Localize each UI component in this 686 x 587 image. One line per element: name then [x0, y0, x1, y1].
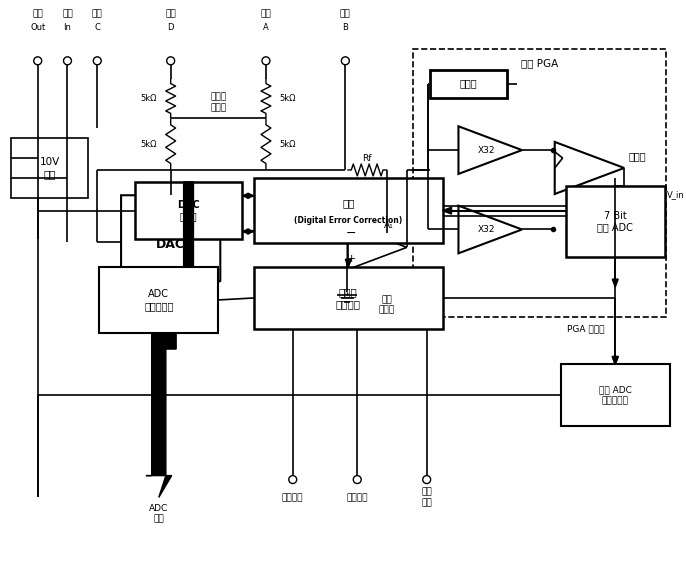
Text: A₁: A₁	[384, 221, 394, 230]
Text: 5kΩ: 5kΩ	[280, 94, 296, 103]
Text: 高速 PGA: 高速 PGA	[521, 58, 558, 68]
Polygon shape	[442, 207, 451, 214]
Text: 输人: 输人	[340, 9, 351, 19]
Text: Out: Out	[30, 22, 45, 32]
Text: X32: X32	[477, 225, 495, 234]
Text: A: A	[263, 22, 269, 32]
Text: 输人: 输人	[165, 9, 176, 19]
Text: Rf: Rf	[362, 154, 372, 163]
Bar	[429, 70, 507, 97]
Polygon shape	[180, 182, 198, 324]
Polygon shape	[186, 260, 191, 267]
Text: 转换命令: 转换命令	[282, 493, 303, 502]
Text: 定时和
控制逻辑: 定时和 控制逻辑	[336, 287, 361, 309]
Text: 衰减器: 衰减器	[460, 79, 477, 89]
Text: D: D	[167, 22, 174, 32]
Text: ADC
输出寄存器: ADC 输出寄存器	[144, 289, 174, 311]
Polygon shape	[613, 356, 618, 365]
Text: 基准: 基准	[62, 9, 73, 19]
Text: ADC
输出: ADC 输出	[149, 504, 168, 523]
Text: 输人: 输人	[261, 9, 272, 19]
Polygon shape	[613, 279, 618, 287]
Text: 5kΩ: 5kΩ	[141, 140, 157, 149]
Text: 保持命令: 保持命令	[346, 493, 368, 502]
Text: 地址: 地址	[342, 198, 355, 208]
Text: +: +	[346, 254, 356, 264]
Bar	[11, 138, 88, 198]
Text: 5kΩ: 5kΩ	[280, 140, 296, 149]
Text: 5kΩ: 5kΩ	[141, 94, 157, 103]
Bar	[254, 267, 442, 329]
Text: (Digital Error Correction): (Digital Error Correction)	[294, 216, 403, 225]
Polygon shape	[345, 259, 351, 267]
Text: C: C	[94, 22, 100, 32]
Text: −: −	[346, 227, 357, 240]
Bar	[99, 267, 218, 333]
Text: 闪烁 ADC
基准产生器: 闪烁 ADC 基准产生器	[599, 386, 632, 405]
Polygon shape	[146, 333, 172, 497]
Polygon shape	[613, 356, 618, 365]
Text: 10V
基准: 10V 基准	[40, 157, 60, 179]
Polygon shape	[161, 309, 180, 349]
Bar	[413, 49, 666, 317]
Text: In: In	[64, 22, 71, 32]
Text: PGA 控制线: PGA 控制线	[567, 325, 604, 334]
Text: 输人计
数网络: 输人计 数网络	[210, 93, 226, 112]
Text: 数据
选通: 数据 选通	[421, 488, 432, 507]
Text: DAC
寄存器: DAC 寄存器	[177, 200, 200, 221]
Text: X32: X32	[477, 146, 495, 154]
Polygon shape	[247, 229, 254, 234]
Text: DAC: DAC	[156, 238, 185, 251]
Polygon shape	[242, 193, 249, 198]
Text: 7 Bit
闪烁 ADC: 7 Bit 闪烁 ADC	[598, 211, 633, 232]
Text: V_in: V_in	[667, 190, 685, 199]
Text: 输人: 输人	[92, 9, 103, 19]
Text: 基准: 基准	[32, 9, 43, 19]
Polygon shape	[186, 239, 191, 247]
Text: 缓冲器: 缓冲器	[628, 151, 646, 161]
Text: B: B	[342, 22, 348, 32]
Bar	[566, 186, 665, 257]
Bar	[560, 365, 670, 426]
Polygon shape	[242, 229, 249, 234]
Bar	[135, 182, 242, 239]
Text: 误差
放大器: 误差 放大器	[379, 295, 395, 315]
Polygon shape	[247, 193, 254, 198]
Bar	[254, 178, 442, 244]
